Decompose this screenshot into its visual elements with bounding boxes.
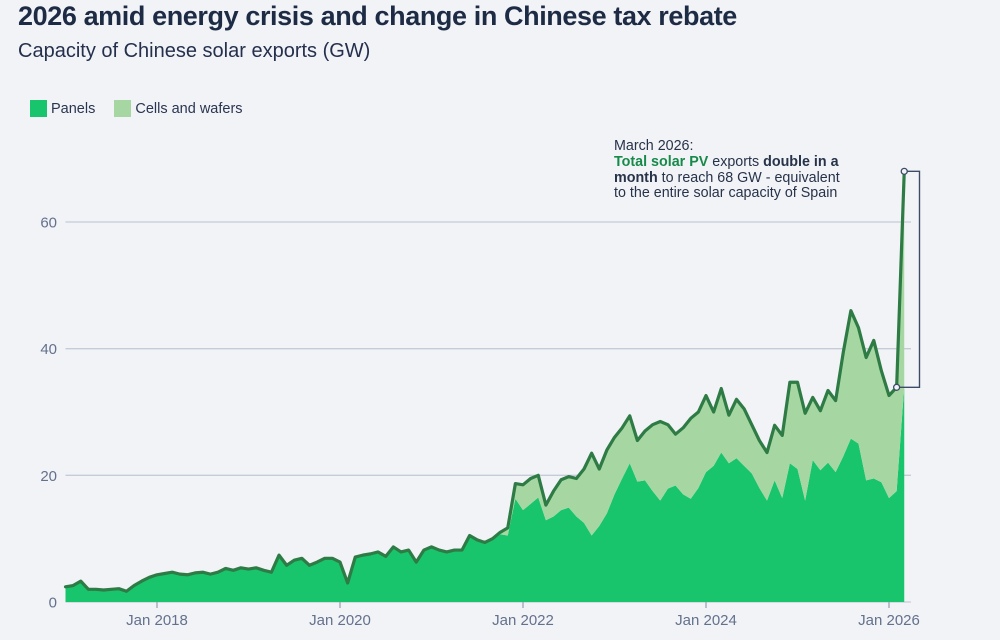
- x-tick-label: Jan 2018: [126, 612, 188, 629]
- annotation-line: to the entire solar capacity of Spain: [614, 185, 838, 202]
- cells-area: [65, 171, 905, 592]
- panels-area: [65, 386, 905, 602]
- spike-bottom-marker: [892, 383, 901, 391]
- annotation-line: Total solar PV exports double in a: [614, 153, 839, 170]
- annotation: March 2026: Total solar PV exports double…: [614, 138, 890, 202]
- legend-item-cells-and-wafers[interactable]: Cells and wafers: [114, 100, 243, 117]
- legend-label-panels: Panels: [51, 100, 96, 117]
- annotation-line: month to reach 68 GW - equivalent: [614, 169, 840, 186]
- spike-top-marker: [900, 167, 908, 175]
- x-tick-label: Jan 2022: [492, 612, 554, 629]
- x-tick-label: Jan 2020: [309, 612, 371, 629]
- highlight-bracket: [899, 170, 921, 388]
- y-tick-label: 0: [49, 595, 57, 612]
- legend-item-panels[interactable]: Panels: [30, 100, 95, 117]
- legend-label-cells-and-wafers: Cells and wafers: [135, 100, 243, 117]
- chart-subtitle: Capacity of Chinese solar exports (GW): [18, 40, 371, 62]
- x-tick-label: Jan 2026: [858, 612, 920, 629]
- y-tick-label: 20: [40, 468, 57, 485]
- total-line: [63, 169, 906, 593]
- y-tick-label: 60: [40, 215, 57, 232]
- annotation-line: March 2026:: [614, 138, 694, 154]
- legend: Panels Cells and wafers: [30, 100, 243, 117]
- y-tick-label: 40: [40, 341, 57, 358]
- x-tick-label: Jan 2024: [675, 612, 737, 629]
- chart-title: 2026 amid energy crisis and change in Ch…: [18, 1, 737, 31]
- panels-swatch-icon: [30, 100, 47, 117]
- cells-swatch-icon: [114, 100, 132, 117]
